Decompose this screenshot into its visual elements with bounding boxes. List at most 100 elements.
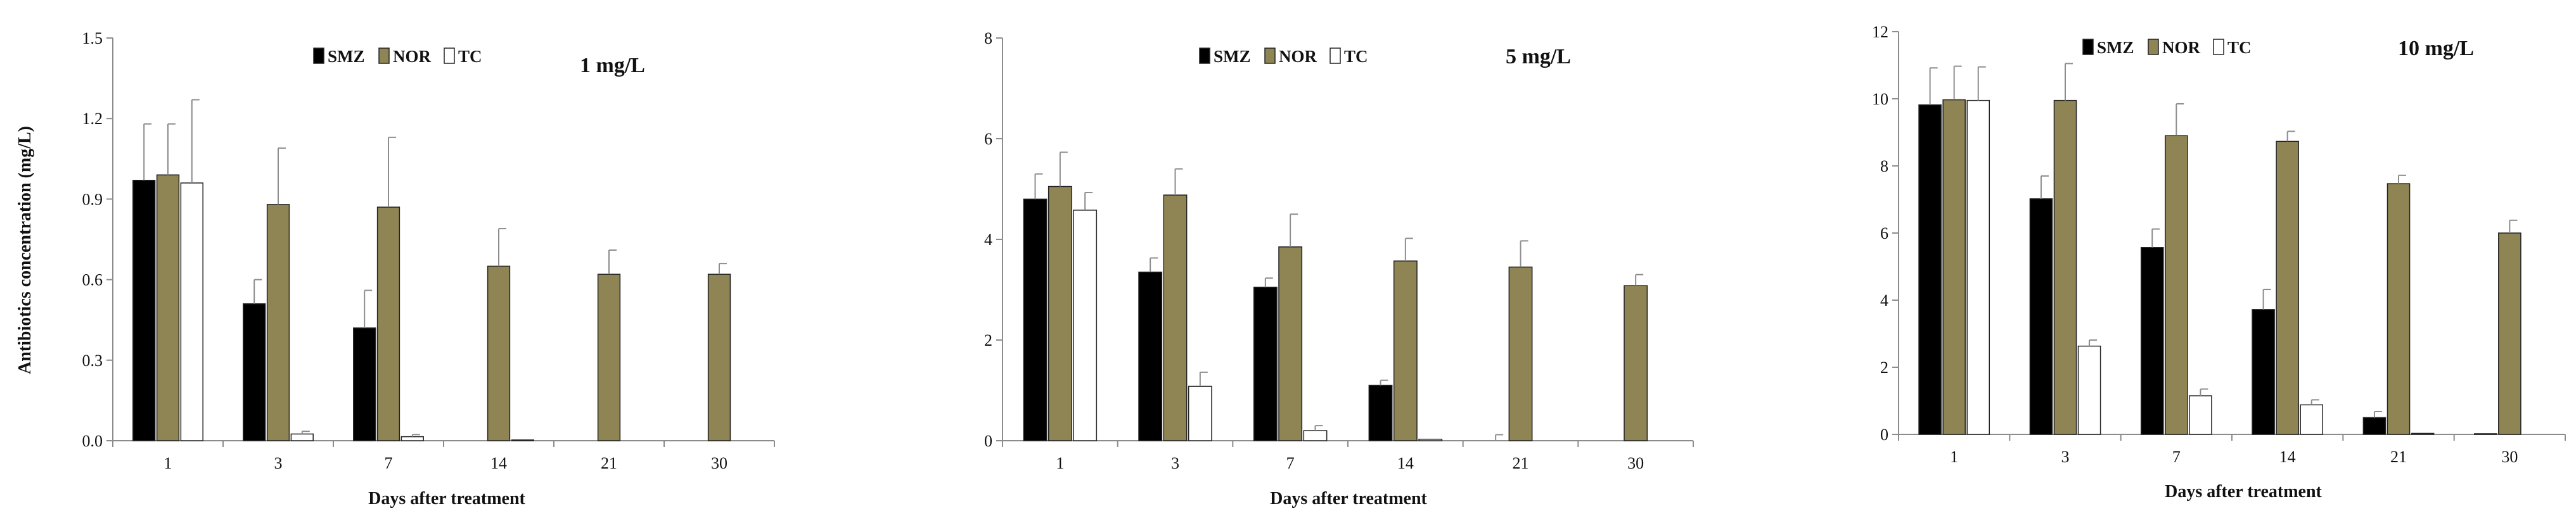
x-tick-label: 14: [2279, 448, 2296, 466]
legend-swatch-nor: [1264, 47, 1276, 64]
bar-tc: [290, 433, 314, 441]
bar-nor: [2276, 141, 2299, 435]
y-tick-label: 0: [1880, 426, 1888, 444]
x-tick-label: 3: [274, 454, 283, 472]
x-tick-label: 30: [711, 454, 727, 472]
legend-swatch-smz: [313, 47, 324, 64]
bar-smz: [353, 327, 376, 441]
bar-tc: [1966, 99, 1990, 435]
bar-tc: [1188, 386, 1212, 441]
legend-label-smz: SMZ: [328, 47, 365, 66]
bar-nor: [2165, 135, 2188, 435]
concentration-label: 1 mg/L: [580, 54, 645, 77]
legend-swatch-tc: [444, 47, 455, 64]
x-tick-label: 7: [2172, 448, 2181, 466]
x-tick-label: 30: [1627, 454, 1644, 472]
legend-swatch-tc: [1330, 47, 1341, 64]
y-tick-label: 2: [984, 331, 992, 350]
bar-nor: [1278, 246, 1303, 441]
y-tick-label: 6: [984, 130, 992, 148]
x-axis-title: Days after treatment: [368, 489, 525, 508]
bar-tc: [2411, 432, 2435, 435]
y-tick-label: 2: [1880, 358, 1888, 377]
bar-smz: [1023, 198, 1048, 441]
bar-nor: [1508, 266, 1533, 441]
bar-smz: [2362, 417, 2387, 435]
bar-nor: [376, 206, 400, 441]
legend-swatch-tc: [2213, 39, 2224, 55]
legend-swatch-smz: [1199, 47, 1210, 64]
legend-label-tc: TC: [2227, 38, 2252, 57]
bar-nor: [487, 265, 511, 441]
bar-nor: [266, 204, 290, 441]
x-tick-label: 1: [164, 454, 172, 472]
x-tick-label: 7: [1286, 454, 1295, 472]
y-tick-label: 1.2: [82, 110, 103, 128]
y-tick-label: 10: [1872, 90, 1888, 108]
legend-swatch-smz: [2082, 39, 2094, 55]
y-tick-label: 4: [984, 230, 992, 249]
bar-tc: [1418, 438, 1443, 441]
x-tick-label: 3: [1171, 454, 1179, 472]
bar-tc: [400, 436, 424, 441]
bar-nor: [1048, 186, 1072, 441]
y-tick-label: 8: [984, 29, 992, 47]
x-tick-label: 21: [1513, 454, 1529, 472]
y-tick-label: 1.5: [82, 29, 103, 47]
concentration-label: 10 mg/L: [2398, 37, 2474, 60]
bar-tc: [511, 439, 534, 441]
bar-nor: [707, 274, 731, 441]
bar-nor: [1942, 99, 1966, 435]
y-tick-label: 0: [984, 432, 992, 450]
y-tick-label: 0.3: [82, 351, 103, 370]
legend-swatch-nor: [378, 47, 390, 64]
bar-smz: [243, 303, 266, 441]
x-tick-label: 14: [1397, 454, 1414, 472]
bar-nor: [597, 274, 621, 441]
x-tick-label: 3: [2061, 448, 2070, 466]
bar-smz: [132, 179, 156, 441]
legend-label-nor: NOR: [2162, 38, 2201, 57]
bar-tc: [180, 182, 203, 441]
y-tick-label: 0.6: [82, 271, 103, 289]
bar-smz: [1918, 104, 1942, 435]
y-tick-label: 12: [1872, 23, 1888, 41]
x-tick-label: 21: [2390, 448, 2407, 466]
x-tick-label: 30: [2501, 448, 2518, 466]
bar-nor: [1163, 194, 1188, 441]
bar-tc: [2300, 404, 2324, 435]
bar-tc: [1303, 430, 1328, 441]
chart-panel-5mg: Days after treatment 5 mg/L 0 2 4 6 8 1 3 7 14 21…: [984, 29, 1694, 508]
x-tick-label: 7: [385, 454, 393, 472]
legend-label-smz: SMZ: [1214, 47, 1251, 66]
y-tick-label: 0.0: [82, 432, 103, 450]
bar-tc: [2189, 395, 2212, 435]
y-tick-label: 0.9: [82, 190, 103, 208]
legend-label-nor: NOR: [1279, 47, 1317, 66]
x-axis-title: Days after treatment: [2165, 482, 2322, 502]
x-tick-label: 14: [490, 454, 507, 472]
bar-smz: [1368, 384, 1393, 441]
bar-smz: [1138, 271, 1163, 441]
bar-nor: [1393, 260, 1418, 441]
bar-tc: [2077, 345, 2101, 435]
bar-smz: [2140, 247, 2164, 435]
x-tick-label: 1: [1950, 448, 1958, 466]
y-tick-label: 8: [1880, 157, 1888, 175]
bar-nor: [156, 174, 180, 441]
legend-label-nor: NOR: [393, 47, 432, 66]
bar-nor: [2387, 183, 2411, 435]
y-tick-label: 4: [1880, 291, 1888, 310]
bar-nor: [2498, 232, 2522, 435]
y-axis-title: Antibiotics concentration (mg/L): [15, 126, 35, 374]
legend-label-tc: TC: [1344, 47, 1368, 66]
x-tick-label: 21: [601, 454, 617, 472]
bar-smz: [1253, 286, 1278, 441]
legend-label-tc: TC: [458, 47, 482, 66]
bar-tc: [1073, 210, 1098, 441]
concentration-label: 5 mg/L: [1506, 45, 1571, 68]
x-tick-label: 1: [1056, 454, 1064, 472]
bar-smz: [2252, 309, 2275, 435]
